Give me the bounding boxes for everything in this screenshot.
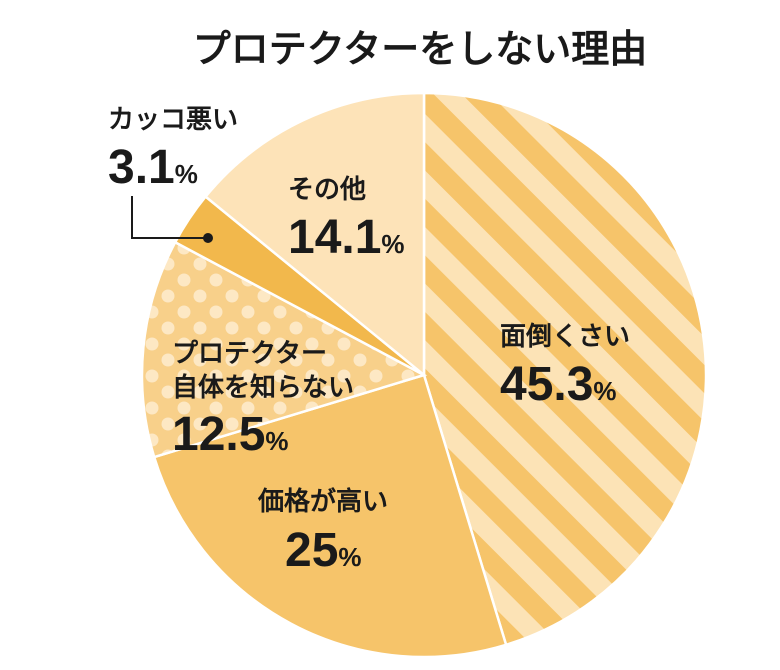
data-label: 3.1%	[108, 141, 198, 194]
slice-label: 価格が高い	[257, 486, 388, 517]
pie-slices	[140, 91, 708, 659]
data-label: 25%	[285, 524, 362, 577]
pie-slice-0	[422, 91, 708, 647]
label-kakaku: 価格が高い 25%	[257, 486, 388, 577]
chart-title: プロテクターをしない理由	[193, 27, 647, 71]
label-sonota: その他 14.1%	[288, 175, 405, 264]
leader-line	[131, 196, 208, 239]
data-label: 12.5%	[172, 408, 289, 461]
pie-slice-2	[140, 240, 428, 459]
slice-label: その他	[288, 175, 366, 205]
label-kakkowarui: カッコ悪い 3.1%	[108, 105, 238, 194]
data-label: 14.1%	[288, 211, 405, 264]
slice-label: 面倒くさい	[500, 322, 630, 352]
leader-dot	[203, 233, 213, 243]
pie-slice-4	[203, 91, 426, 378]
slice-label: 自体を知らない	[172, 372, 354, 403]
label-shiranai: プロテクター 自体を知らない 12.5%	[172, 339, 354, 461]
pie-slice-1	[152, 373, 508, 659]
slice-label: カッコ悪い	[108, 105, 238, 135]
data-label: 45.3%	[500, 358, 617, 411]
slice-label: プロテクター	[172, 339, 327, 369]
label-mendou: 面倒くさい 45.3%	[500, 322, 630, 411]
